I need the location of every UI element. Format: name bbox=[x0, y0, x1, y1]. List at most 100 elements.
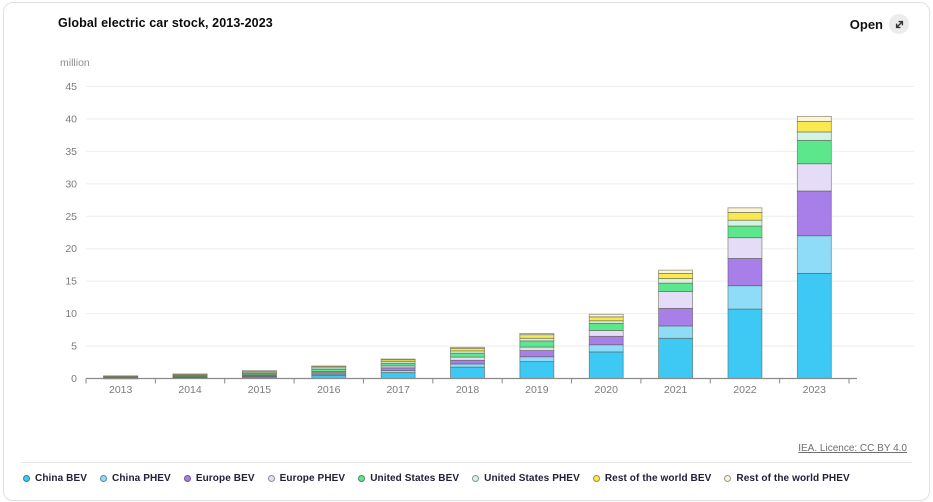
bar-segment-2023-united-states-bev[interactable] bbox=[796, 139, 832, 165]
bar-segment-2018-europe-phev[interactable] bbox=[450, 356, 485, 361]
bar-segment-2021-united-states-phev[interactable] bbox=[658, 278, 693, 284]
bar-segment-2015-rest-of-the-world-phev[interactable] bbox=[242, 370, 277, 372]
bar-segment-2022-china-phev[interactable] bbox=[727, 285, 763, 310]
x-tick-label: 2020 bbox=[595, 384, 619, 396]
bar-segment-2018-china-bev[interactable] bbox=[450, 366, 485, 379]
legend-item-china-phev[interactable]: China PHEV bbox=[100, 473, 171, 484]
x-tick-label: 2013 bbox=[109, 384, 133, 396]
bar-segment-2022-united-states-bev[interactable] bbox=[727, 225, 763, 239]
chart-legend: China BEV China PHEV Europe BEV Europe PHEV… bbox=[23, 473, 915, 484]
chart-card: Global electric car stock, 2013-2023 Ope… bbox=[3, 2, 930, 501]
legend-dot-icon bbox=[100, 475, 108, 482]
x-tick-label: 2015 bbox=[248, 384, 272, 396]
bar-segment-2018-rest-of-the-world-phev[interactable] bbox=[450, 346, 485, 349]
legend-dot-icon bbox=[592, 475, 600, 482]
legend-item-label: China BEV bbox=[35, 473, 88, 484]
bar-segment-2020-rest-of-the-world-phev[interactable] bbox=[588, 313, 624, 318]
y-tick-label: 35 bbox=[65, 146, 77, 158]
bar-segment-2021-china-bev[interactable] bbox=[658, 337, 693, 379]
bar-segment-2019-europe-bev[interactable] bbox=[519, 350, 555, 358]
bar-segment-2023-rest-of-the-world-bev[interactable] bbox=[796, 121, 832, 133]
open-button-label: Open bbox=[849, 16, 883, 32]
x-tick-label: 2022 bbox=[733, 384, 757, 396]
legend-item-rest-of-the-world-phev[interactable]: Rest of the world PHEV bbox=[724, 473, 850, 484]
bar-segment-2019-china-bev[interactable] bbox=[519, 361, 555, 379]
y-tick-label: 15 bbox=[65, 276, 77, 288]
y-tick-label: 30 bbox=[65, 178, 77, 190]
legend-item-label: Europe PHEV bbox=[279, 473, 346, 484]
bar-segment-2017-china-bev[interactable] bbox=[380, 372, 416, 379]
legend-item-label: Rest of the world BEV bbox=[604, 473, 712, 484]
bar-segment-2020-rest-of-the-world-bev[interactable] bbox=[588, 316, 624, 322]
bar-segment-2014-rest-of-the-world-phev[interactable] bbox=[172, 373, 208, 375]
bar-segment-2023-europe-phev[interactable] bbox=[796, 163, 832, 192]
bar-segment-2019-rest-of-the-world-bev[interactable] bbox=[519, 334, 555, 339]
bar-segment-2023-china-phev[interactable] bbox=[796, 235, 832, 274]
bar-segment-2019-rest-of-the-world-phev[interactable] bbox=[519, 333, 555, 336]
bar-segment-2020-united-states-bev[interactable] bbox=[588, 322, 624, 331]
bar-segment-2018-china-phev[interactable] bbox=[450, 363, 485, 368]
expand-icon bbox=[889, 14, 909, 34]
bar-segment-2018-united-states-bev[interactable] bbox=[450, 352, 485, 358]
legend-dot-icon bbox=[183, 475, 191, 482]
legend-dot-icon bbox=[23, 475, 30, 482]
bar-segment-2021-rest-of-the-world-phev[interactable] bbox=[658, 269, 693, 274]
y-tick-label: 5 bbox=[71, 341, 77, 353]
bar-segment-2022-rest-of-the-world-phev[interactable] bbox=[727, 207, 763, 213]
legend-item-united-states-bev[interactable]: United States BEV bbox=[358, 473, 459, 484]
bar-segment-2020-china-bev[interactable] bbox=[588, 351, 624, 379]
stacked-bar-chart: 0 5 10 15 20 25 30 35 40 45 million 2013 2014 2015 201… bbox=[60, 57, 914, 396]
legend-item-rest-of-the-world-bev[interactable]: Rest of the world BEV bbox=[592, 473, 712, 484]
y-tick-label: 40 bbox=[65, 113, 77, 125]
x-tick-label: 2016 bbox=[317, 384, 341, 396]
bar-segment-2023-china-bev[interactable] bbox=[796, 272, 832, 379]
legend-dot-icon bbox=[267, 475, 275, 482]
x-tick-label: 2018 bbox=[456, 384, 480, 396]
bar-segment-2023-rest-of-the-world-phev[interactable] bbox=[796, 115, 832, 122]
y-tick-label: 25 bbox=[65, 211, 77, 223]
chart-title: Global electric car stock, 2013-2023 bbox=[58, 16, 273, 30]
legend-item-europe-phev[interactable]: Europe PHEV bbox=[267, 473, 346, 484]
legend-dot-icon bbox=[472, 475, 480, 482]
bar-segment-2022-united-states-phev[interactable] bbox=[727, 219, 763, 227]
y-tick-label: 45 bbox=[65, 81, 77, 93]
x-tick-label: 2023 bbox=[803, 384, 827, 396]
legend-item-label: China PHEV bbox=[112, 473, 171, 484]
y-tick-label: 0 bbox=[71, 373, 77, 385]
bar-segment-2019-united-states-bev[interactable] bbox=[519, 340, 555, 348]
legend-item-united-states-phev[interactable]: United States PHEV bbox=[472, 473, 580, 484]
legend-dot-icon bbox=[724, 475, 732, 482]
x-tick-label: 2017 bbox=[386, 384, 410, 396]
bar-segment-2023-europe-bev[interactable] bbox=[796, 190, 832, 237]
legend-item-china-bev[interactable]: China BEV bbox=[23, 473, 87, 484]
bar-segment-2022-europe-bev[interactable] bbox=[727, 258, 763, 287]
bar-segment-2016-rest-of-the-world-phev[interactable] bbox=[311, 365, 347, 367]
bar-segment-2021-china-phev[interactable] bbox=[658, 325, 693, 339]
bar-segment-2019-europe-phev[interactable] bbox=[519, 346, 555, 351]
bar-segment-2022-rest-of-the-world-bev[interactable] bbox=[727, 211, 763, 221]
bar-segment-2017-rest-of-the-world-phev[interactable] bbox=[380, 358, 416, 361]
bar-segment-2020-europe-bev[interactable] bbox=[588, 335, 624, 346]
y-tick-label: 10 bbox=[65, 308, 77, 320]
bar-segment-2021-europe-bev[interactable] bbox=[658, 308, 693, 327]
bar-segment-2022-europe-phev[interactable] bbox=[727, 237, 763, 259]
bar-segment-2013-rest-of-the-world-phev[interactable] bbox=[103, 375, 139, 377]
legend-item-label: United States BEV bbox=[370, 473, 460, 484]
bar-segment-2020-europe-phev[interactable] bbox=[588, 330, 624, 337]
x-tick-label: 2019 bbox=[525, 384, 549, 396]
bar-segment-2020-china-phev[interactable] bbox=[588, 344, 624, 353]
bar-segment-2022-china-bev[interactable] bbox=[727, 308, 763, 379]
attribution-link[interactable]: IEA. Licence: CC BY 4.0 bbox=[798, 443, 907, 454]
legend-item-europe-bev[interactable]: Europe BEV bbox=[183, 473, 255, 484]
legend-item-label: Europe BEV bbox=[195, 473, 255, 484]
bar-segment-2021-united-states-bev[interactable] bbox=[658, 282, 693, 292]
legend-item-label: United States PHEV bbox=[484, 473, 580, 484]
bar-segment-2021-rest-of-the-world-bev[interactable] bbox=[658, 272, 693, 279]
bar-segment-2023-united-states-phev[interactable] bbox=[796, 131, 832, 141]
open-button[interactable]: Open bbox=[848, 12, 911, 36]
legend-divider bbox=[21, 462, 912, 463]
y-axis-unit-label: million bbox=[60, 57, 90, 69]
bar-segment-2021-europe-phev[interactable] bbox=[658, 291, 693, 309]
bar-segment-2019-china-phev[interactable] bbox=[519, 356, 555, 363]
bar-segment-2018-europe-bev[interactable] bbox=[450, 359, 485, 365]
